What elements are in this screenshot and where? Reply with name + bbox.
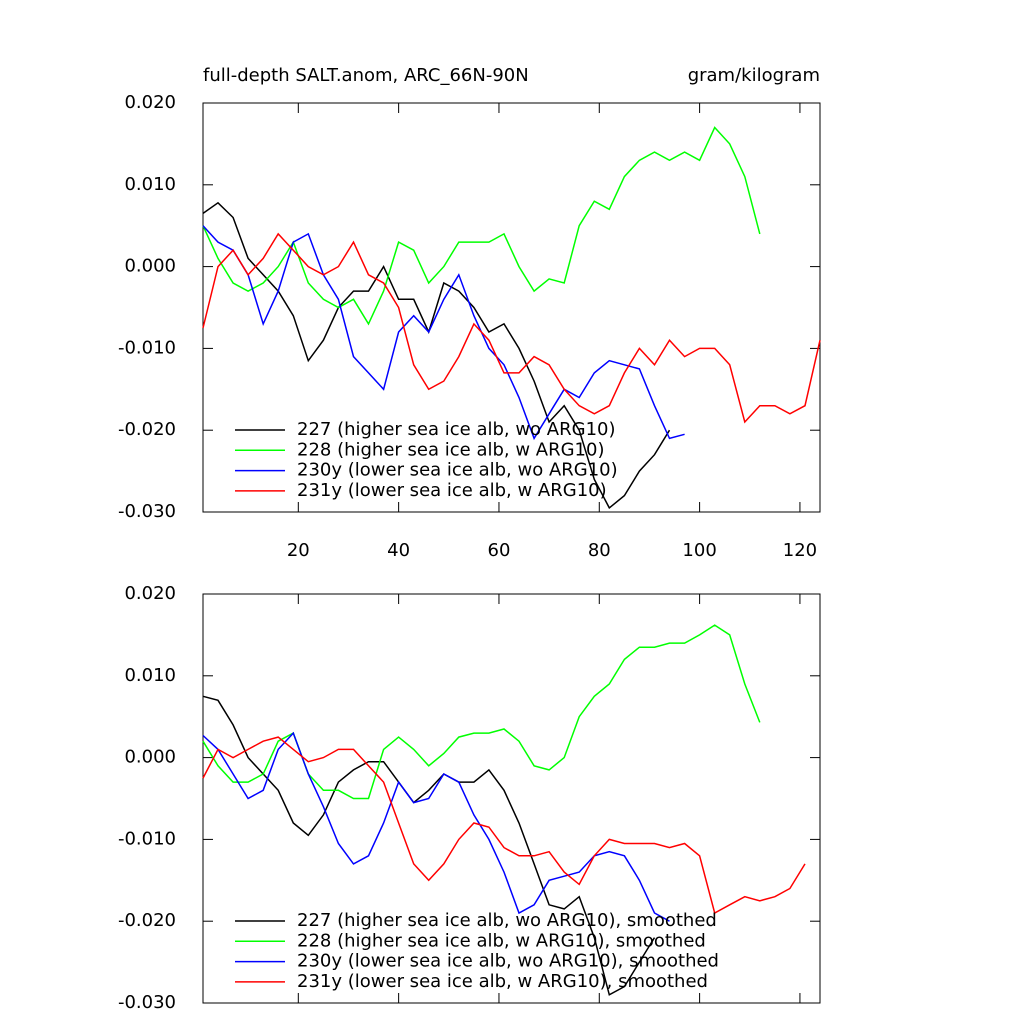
y-tick-label: -0.030: [118, 501, 176, 522]
units-label: gram/kilogram: [688, 65, 820, 86]
legend-label: 227 (higher sea ice alb, wo ARG10): [297, 419, 616, 440]
y-tick-label: -0.010: [118, 337, 176, 358]
series-line: [202, 731, 670, 922]
x-tick-label: 60: [488, 540, 511, 561]
series-line: [202, 736, 806, 915]
plot-frame: [202, 102, 821, 513]
series-line: [202, 232, 821, 424]
plot-frame: [202, 593, 821, 1004]
series-line: [202, 624, 761, 800]
x-tick-label: 80: [588, 540, 611, 561]
series-line: [202, 695, 656, 996]
x-tick-label: 20: [287, 540, 310, 561]
series-line: [202, 225, 685, 441]
y-tick-label: 0.000: [124, 747, 176, 768]
legend-label: 228 (higher sea ice alb, w ARG10), smoot…: [297, 930, 706, 951]
legend-label: 231y (lower sea ice alb, w ARG10): [297, 480, 607, 501]
y-tick-label: -0.020: [118, 419, 176, 440]
y-tick-label: 0.020: [124, 92, 176, 113]
y-tick-label: -0.030: [118, 992, 176, 1013]
series-line: [202, 201, 671, 510]
legend-label: 230y (lower sea ice alb, wo ARG10), smoo…: [297, 951, 719, 972]
chart-title: full-depth SALT.anom, ARC_66N-90N: [203, 65, 529, 86]
x-tick-label: 40: [387, 540, 410, 561]
y-tick-label: 0.000: [124, 256, 176, 277]
legend-label: 230y (lower sea ice alb, wo ARG10): [297, 460, 618, 481]
series-line: [202, 126, 761, 326]
y-tick-label: 0.010: [124, 174, 176, 195]
y-tick-label: -0.020: [118, 910, 176, 931]
x-tick-label: 120: [783, 540, 817, 561]
legend-label: 227 (higher sea ice alb, wo ARG10), smoo…: [297, 910, 717, 931]
x-tick-label: 100: [682, 540, 716, 561]
y-tick-label: -0.010: [118, 828, 176, 849]
y-tick-label: 0.010: [124, 665, 176, 686]
legend-label: 231y (lower sea ice alb, w ARG10), smoot…: [297, 971, 708, 992]
y-tick-label: 0.020: [124, 583, 176, 604]
legend-label: 228 (higher sea ice alb, w ARG10): [297, 439, 604, 460]
